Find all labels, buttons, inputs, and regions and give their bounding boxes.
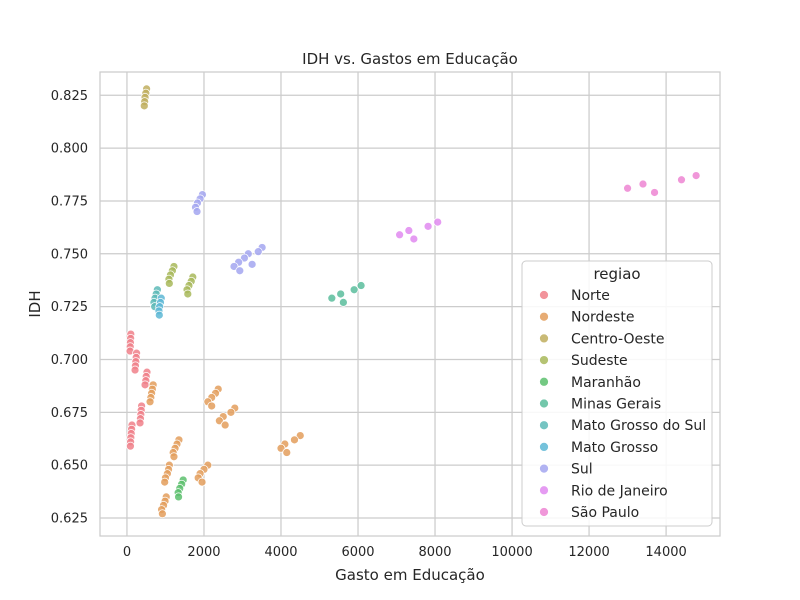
data-point [139, 101, 149, 111]
data-point [623, 183, 632, 193]
x-tick-label: 0 [123, 545, 131, 560]
data-point [433, 217, 443, 227]
legend-label: Minas Gerais [571, 397, 661, 413]
plot-frame [99, 71, 721, 537]
data-point [276, 443, 286, 453]
legend-marker [539, 376, 549, 387]
y-tick-label: 0.825 [51, 89, 88, 104]
legend-marker [539, 420, 549, 431]
x-tick-label: 6000 [341, 545, 374, 560]
data-point [207, 401, 217, 411]
y-tick-label: 0.750 [51, 247, 88, 262]
data-point [247, 259, 257, 269]
legend-marker [539, 290, 549, 300]
tick-labels: 0 2000 4000 6000 8000 10000 12000 14000 0.625 0.6… [51, 89, 687, 560]
data-point [327, 293, 337, 303]
legend-label: Centro-Oeste [571, 331, 665, 347]
data-point [290, 435, 299, 445]
legend-label: Mato Grosso [571, 440, 658, 456]
data-point [145, 397, 155, 407]
data-point [677, 175, 686, 185]
y-tick-label: 0.775 [51, 194, 88, 209]
data-point [154, 310, 164, 320]
legend-marker [539, 355, 549, 365]
data-point [158, 509, 167, 519]
legend-marker [539, 311, 549, 322]
data-point [349, 285, 359, 295]
legend-title: regiao [593, 265, 640, 283]
data-point [135, 418, 145, 428]
x-tick-label: 4000 [264, 545, 297, 560]
y-tick-label: 0.800 [51, 142, 88, 157]
data-point [423, 221, 433, 231]
legend-marker [539, 463, 549, 474]
data-point [130, 365, 140, 375]
data-point [169, 452, 179, 462]
data-point [235, 266, 245, 276]
data-point [282, 448, 292, 457]
data-point [339, 298, 348, 307]
x-tick-label: 10000 [491, 545, 532, 560]
legend-marker [539, 442, 549, 452]
legend-label: Sul [571, 462, 593, 478]
data-point [409, 234, 419, 244]
legend-marker [539, 485, 549, 496]
data-point [650, 188, 659, 197]
x-tick-label: 2000 [187, 545, 220, 560]
data-point [126, 441, 135, 451]
data-point [192, 207, 202, 216]
legend-label: São Paulo [571, 505, 639, 521]
data-point [395, 230, 404, 240]
legend-label: Maranhão [571, 375, 641, 391]
legend-box [521, 260, 713, 527]
chart-title: IDH vs. Gastos em Educação [302, 50, 518, 68]
legend-label: Sudeste [571, 353, 628, 369]
legend-marker [539, 507, 549, 517]
data-point [215, 416, 224, 426]
x-tick-label: 8000 [418, 545, 451, 560]
legend-marker [539, 398, 549, 409]
data-point [336, 289, 346, 299]
data-point [197, 477, 207, 487]
data-point [174, 492, 183, 502]
legend: regiao Norte Nordeste Centro-Oeste Sudeste M… [521, 260, 713, 527]
data-point [253, 247, 263, 257]
legend-label: Nordeste [571, 310, 634, 326]
data-point [356, 281, 366, 290]
legend-marker [539, 333, 549, 344]
data-point [164, 279, 174, 288]
y-tick-label: 0.650 [51, 459, 88, 474]
data-point [229, 262, 239, 271]
legend-label: Rio de Janeiro [571, 483, 668, 499]
x-axis-label: Gasto em Educação [335, 566, 485, 584]
data-point [160, 477, 170, 487]
y-tick-label: 0.625 [51, 512, 88, 527]
legend-label: Mato Grosso do Sul [571, 418, 706, 434]
x-tick-label: 12000 [568, 545, 609, 560]
data-point [691, 171, 701, 180]
y-axis-label: IDH [26, 290, 44, 317]
legend-entries: Norte Nordeste Centro-Oeste Sudeste Maranhão… [539, 288, 706, 521]
y-tick-label: 0.700 [51, 353, 88, 368]
data-point [220, 420, 230, 430]
data-point [638, 179, 648, 189]
y-tick-label: 0.675 [51, 406, 88, 421]
legend-label: Norte [571, 288, 610, 304]
data-point [226, 407, 236, 417]
data-point [404, 226, 414, 235]
data-points [125, 84, 701, 519]
y-tick-label: 0.725 [51, 300, 88, 315]
data-point [240, 253, 249, 263]
x-tick-label: 14000 [645, 545, 686, 560]
data-point [140, 380, 150, 390]
data-point [295, 431, 305, 440]
data-point [183, 289, 193, 299]
